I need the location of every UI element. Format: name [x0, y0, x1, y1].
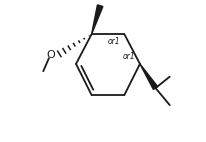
Text: or1: or1	[123, 52, 136, 61]
Text: or1: or1	[107, 37, 120, 46]
Polygon shape	[140, 64, 158, 89]
Polygon shape	[92, 5, 103, 34]
Text: O: O	[46, 50, 55, 60]
